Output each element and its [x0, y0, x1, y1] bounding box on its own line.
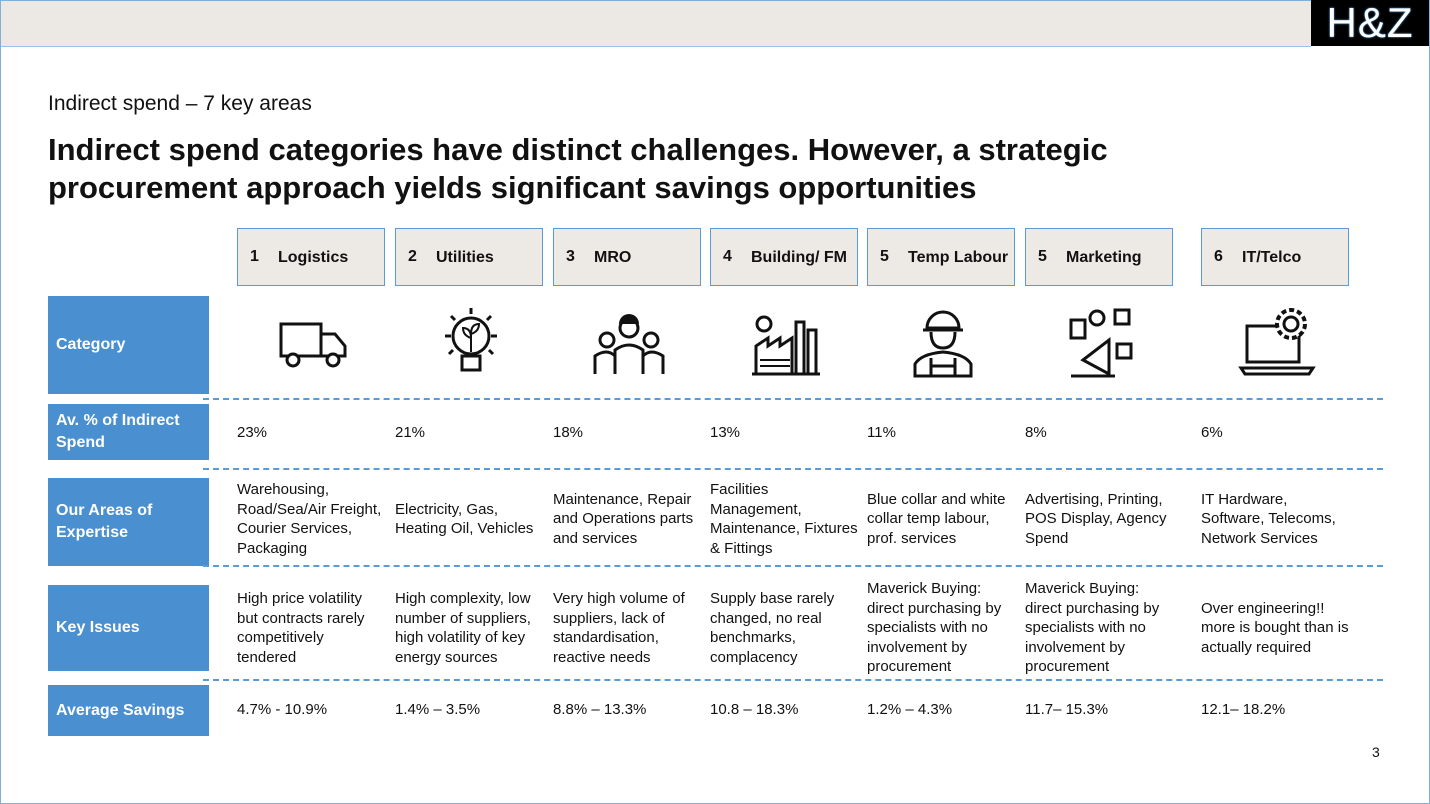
column-header-0: 1 Logistics [237, 228, 385, 286]
share-value: 13% [710, 424, 741, 442]
worker-hardhat-icon [913, 310, 973, 378]
expertise-text: Warehousing, Road/Sea/Air Freight, Couri… [237, 481, 382, 557]
issues-text: High price volatility but contracts rare… [237, 590, 365, 666]
delivery-truck-icon [279, 322, 347, 368]
digital-marketing-icon [1069, 308, 1133, 378]
issues-text: Maverick Buying: direct purchasing by sp… [1025, 580, 1160, 676]
expertise-text: Electricity, Gas, Heating Oil, Vehicles [395, 500, 534, 538]
column-name: Marketing [1066, 248, 1142, 266]
column-header-6: 6 IT/Telco [1201, 228, 1349, 286]
hz-logo: H&Z [1311, 0, 1429, 46]
column-number: 2 [408, 248, 417, 265]
row-label-share: Av. % of Indirect Spend [48, 404, 209, 460]
slide-subtitle: Indirect spend – 7 key areas [48, 92, 312, 115]
share-value: 11% [867, 424, 896, 442]
lightbulb-leaf-icon [445, 308, 497, 372]
column-number: 3 [566, 248, 575, 265]
column-name: Temp Labour [908, 248, 1009, 266]
row-divider [203, 398, 1383, 400]
top-band [1, 1, 1311, 47]
share-value: 21% [395, 424, 426, 442]
expertise-text: Maintenance, Repair and Operations parts… [553, 490, 694, 547]
column-name: MRO [594, 248, 632, 266]
savings-value: 8.8% – 13.3% [553, 701, 647, 719]
row-label-expertise: Our Areas of Expertise [48, 478, 209, 566]
issues-text: Maverick Buying: direct purchasing by sp… [867, 580, 1002, 676]
expertise-text: Facilities Management, Maintenance, Fixt… [710, 481, 858, 557]
row-label-issues: Key Issues [48, 585, 209, 671]
issues-text: Very high volume of suppliers, lack of s… [553, 590, 685, 666]
row-label-category: Category [48, 296, 209, 394]
row-divider [203, 565, 1383, 567]
expertise-text: Advertising, Printing, POS Display, Agen… [1025, 490, 1167, 547]
column-name: IT/Telco [1242, 248, 1302, 266]
page-number: 3 [1372, 744, 1380, 760]
row-divider [203, 468, 1383, 470]
savings-value: 11.7– 15.3% [1025, 701, 1109, 719]
share-value: 8% [1025, 424, 1047, 442]
column-number: 5 [880, 248, 889, 265]
issues-text: Supply base rarely changed, no real benc… [710, 590, 835, 666]
column-header-1: 2 Utilities [395, 228, 543, 286]
expertise-text: IT Hardware, Software, Telecoms, Network… [1201, 490, 1336, 547]
share-value: 23% [237, 424, 268, 442]
column-name: Building/ FM [751, 248, 847, 266]
row-label-savings: Average Savings [48, 685, 209, 736]
column-number: 4 [723, 248, 732, 265]
column-name: Utilities [436, 248, 494, 266]
slide-title: Indirect spend categories have distinct … [48, 132, 1108, 205]
issues-text: High complexity, low number of suppliers… [395, 590, 531, 666]
savings-value: 1.2% – 4.3% [867, 701, 953, 719]
workers-group-icon [593, 314, 665, 374]
row-divider [203, 679, 1383, 681]
laptop-gear-icon [1238, 308, 1316, 376]
column-header-4: 5 Temp Labour [867, 228, 1015, 286]
factory-icon [752, 315, 820, 376]
column-number: 5 [1038, 248, 1047, 265]
column-name: Logistics [278, 248, 349, 266]
expertise-text: Blue collar and white collar temp labour… [867, 490, 1006, 547]
savings-value: 1.4% – 3.5% [395, 701, 481, 719]
share-value: 6% [1201, 424, 1223, 442]
column-header-2: 3 MRO [553, 228, 701, 286]
column-header-5: 5 Marketing [1025, 228, 1173, 286]
savings-value: 10.8 – 18.3% [710, 701, 799, 719]
column-number: 6 [1214, 248, 1223, 265]
savings-value: 4.7% - 10.9% [237, 701, 328, 719]
column-number: 1 [250, 248, 259, 265]
issues-text: Over engineering!! more is bought than i… [1201, 599, 1349, 656]
share-value: 18% [553, 424, 584, 442]
column-header-3: 4 Building/ FM [710, 228, 858, 286]
savings-value: 12.1– 18.2% [1201, 701, 1286, 719]
